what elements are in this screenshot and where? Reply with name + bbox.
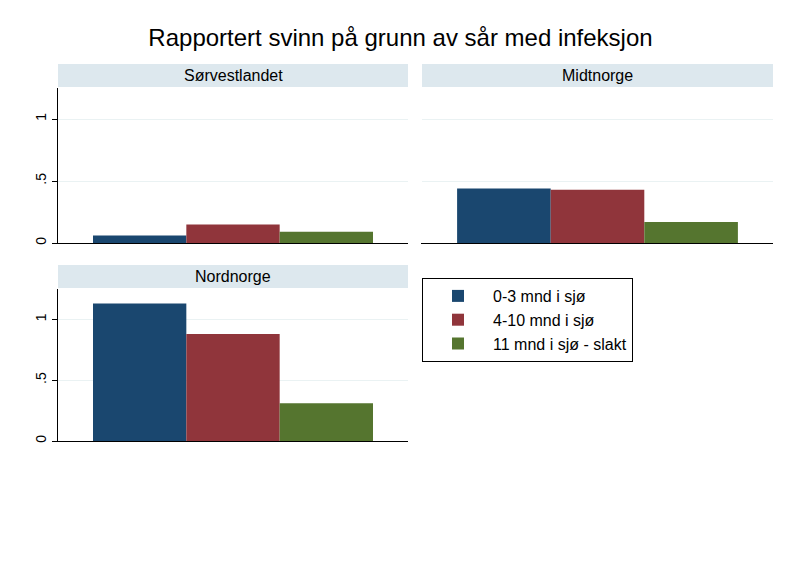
- svg-text:4-10 mnd i sjø: 4-10 mnd i sjø: [493, 312, 595, 329]
- svg-text:1: 1: [33, 113, 49, 121]
- svg-text:.5: .5: [33, 173, 49, 185]
- svg-text:Rapportert svinn på grunn av s: Rapportert svinn på grunn av sår med inf…: [148, 24, 652, 51]
- svg-text:Nordnorge: Nordnorge: [195, 268, 271, 285]
- svg-text:0: 0: [33, 435, 49, 443]
- svg-text:Sørvestlandet: Sørvestlandet: [184, 67, 283, 84]
- svg-text:.5: .5: [33, 372, 49, 384]
- svg-text:0-3 mnd i sjø: 0-3 mnd i sjø: [493, 288, 586, 305]
- svg-text:1: 1: [33, 313, 49, 321]
- svg-text:11 mnd i sjø - slakt: 11 mnd i sjø - slakt: [493, 336, 627, 353]
- svg-text:Midtnorge: Midtnorge: [562, 67, 633, 84]
- svg-text:0: 0: [33, 237, 49, 245]
